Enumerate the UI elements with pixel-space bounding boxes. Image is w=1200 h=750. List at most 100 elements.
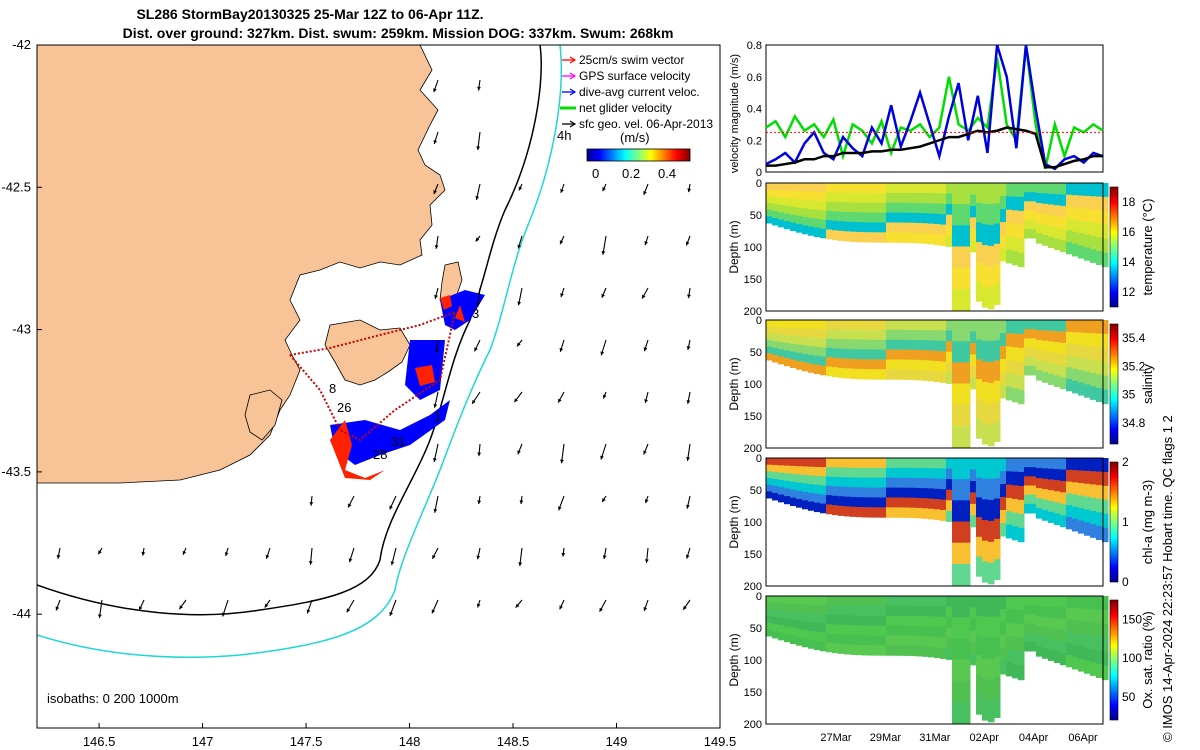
depth-tick: 100 (744, 655, 762, 667)
colorbar-tick: 150 (1122, 612, 1142, 626)
track-label: 26 (337, 400, 351, 415)
profile-panels: 0 0.2 0.4 0.6 0.8 velocity magnitude (m/s) 0 50… (727, 40, 1155, 744)
legend-label: 25cm/s swim vector (579, 53, 684, 67)
colorbar-label: Ox. sat. ratio (%) (1140, 611, 1155, 709)
land-tasman-peninsula (324, 319, 411, 386)
depth-tick: 200 (744, 306, 762, 318)
legend-arrowhead (569, 56, 577, 64)
colorbar-tick: 14 (1122, 255, 1136, 269)
velocity-ytick: 0.4 (747, 104, 762, 116)
colorbar-label: temperature (°C) (1140, 199, 1155, 296)
depth-tick: 50 (750, 485, 762, 497)
heatmap-panel: 0 50 100 150 200 Depth (m) 34.8 35 35.2 35.4 salin… (727, 315, 1155, 455)
depth-tick: 100 (744, 242, 762, 254)
legend-arrowhead (569, 88, 577, 96)
colorbar-tick: 16 (1122, 225, 1136, 239)
legend-label: net glider velocity (579, 101, 672, 115)
colorbar-tick: 12 (1122, 285, 1136, 299)
chart-title-line2: Dist. over ground: 327km. Dist. swum: 25… (122, 25, 674, 41)
lat-tick-label: -43 (12, 322, 31, 337)
map-legend: 25cm/s swim vector GPS surface velocity di… (560, 53, 713, 131)
map-axis-ticks: 146.5 147 147.5 148 148.5 149 149.5 -42 -42.5 -43… (1, 37, 736, 749)
date-tick: 06Apr (1068, 732, 1098, 744)
colorbar-tick: 2 (1122, 455, 1129, 469)
colorbar-tick: 18 (1122, 195, 1136, 209)
depth-tick: 150 (744, 549, 762, 561)
colorbar-tick: 35.4 (1122, 331, 1146, 345)
velocity-ytick: 0.6 (747, 72, 762, 84)
colorbar-label: salinity (1140, 364, 1155, 404)
lon-tick-label: 146.5 (83, 734, 116, 749)
land-bruny (244, 389, 283, 441)
date-tick: 29Mar (870, 732, 902, 744)
legend-label: sfc geo. vel. 06-Apr-2013 (579, 117, 713, 131)
panel-colorbar (1109, 323, 1119, 445)
lon-tick-label: 149 (606, 734, 628, 749)
colorbar-unit: (m/s) (620, 130, 650, 145)
panel-colorbar (1109, 461, 1119, 583)
map-panel: 3 8 26 1 31 28 25cm/s swim vector GPS sur… (1, 37, 736, 749)
depth-tick: 150 (744, 274, 762, 286)
colorbar-label: chl-a (mg m-3) (1140, 480, 1155, 565)
legend-arrowhead (569, 72, 577, 80)
colorbar-tick: 0 (1122, 575, 1129, 589)
land-tasmania (37, 45, 446, 484)
lat-tick-label: -43.5 (1, 464, 31, 479)
depth-tick: 0 (756, 591, 762, 603)
depth-tick: 0 (756, 315, 762, 327)
glider-track-line (289, 310, 457, 442)
date-tick: 27Mar (820, 732, 852, 744)
depth-tick: 0 (756, 453, 762, 465)
velocity-series-line (766, 126, 1103, 169)
depth-tick: 0 (756, 178, 762, 190)
isobath-1000m (37, 45, 562, 658)
depth-tick: 150 (744, 687, 762, 699)
legend-label: GPS surface velocity (579, 69, 690, 83)
velocity-ytick: 0.2 (747, 135, 762, 147)
depth-ylabel: Depth (m) (727, 495, 741, 548)
velocity-series-line (765, 44, 1104, 171)
depth-ylabel: Depth (m) (727, 220, 741, 273)
depth-tick: 200 (744, 443, 762, 455)
time-label: 4h (557, 128, 571, 143)
track-label: 1 (434, 409, 441, 424)
track-label: 28 (373, 447, 387, 462)
lon-tick-label: 147 (192, 734, 214, 749)
depth-tick: 50 (750, 623, 762, 635)
depth-tick: 200 (744, 719, 762, 731)
colorbar-tick: 35 (1122, 388, 1136, 402)
lon-tick-label: 149.5 (704, 734, 737, 749)
isobath-200m (37, 45, 542, 616)
depth-tick: 150 (744, 411, 762, 423)
depth-tick: 200 (744, 581, 762, 593)
depth-tick: 100 (744, 517, 762, 529)
velocity-ylabel: velocity magnitude (m/s) (729, 54, 741, 173)
lat-tick-label: -44 (12, 606, 31, 621)
velocity-panel: 0 0.2 0.4 0.6 0.8 velocity magnitude (m/s) (729, 40, 1104, 179)
panel-colorbar (1109, 599, 1119, 721)
depth-ylabel: Depth (m) (727, 633, 741, 686)
heatmap-panel: 0 50 100 150 200 Depth (m) 0 1 2 chl-a (mg m-3) (727, 453, 1155, 593)
track-label: 3 (472, 306, 479, 321)
isobaths-label: isobaths: 0 200 1000m (47, 691, 179, 706)
date-tick: 04Apr (1019, 732, 1049, 744)
depth-tick: 50 (750, 210, 762, 222)
lat-tick-label: -42 (12, 37, 31, 52)
heatmap-panel: 0 50 100 150 200 Depth (m) 12 14 16 18 temperature… (727, 178, 1155, 318)
track-footprint-red (330, 295, 465, 480)
depth-tick: 100 (744, 379, 762, 391)
depth-ylabel: Depth (m) (727, 357, 741, 410)
date-tick: 31Mar (919, 732, 951, 744)
colorbar-tick: 35.2 (1122, 359, 1146, 373)
colorbar-tick: 100 (1122, 651, 1142, 665)
lon-tick-label: 148 (399, 734, 421, 749)
track-label: 8 (329, 381, 336, 396)
legend-label: dive-avg current veloc. (579, 85, 700, 99)
date-tick: 02Apr (970, 732, 1000, 744)
sfc-velocity-arrows (55, 79, 692, 619)
legend-arrowhead (569, 120, 577, 128)
track-footprint-blue (330, 290, 485, 465)
colorbar-tick: 50 (1122, 690, 1136, 704)
